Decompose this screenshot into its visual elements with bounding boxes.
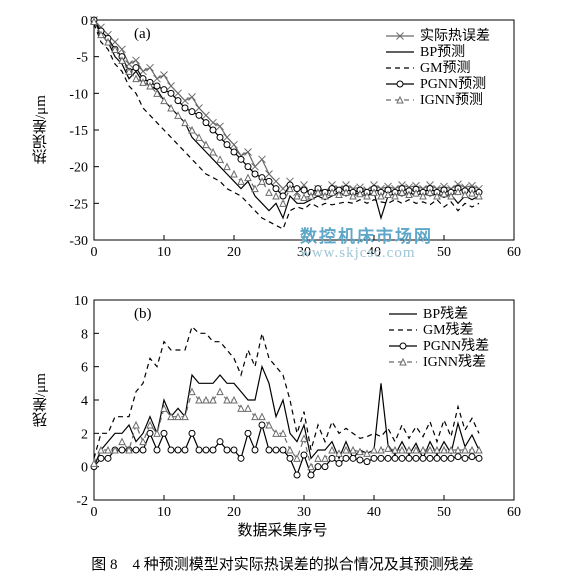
svg-text:PGNN残差: PGNN残差 <box>423 338 489 354</box>
panel-a-chart: 0 10 20 30 40 50 60 -30 -25 -20 -15 -10 -5 0 (a) 实际热误差B… <box>0 0 565 260</box>
svg-text:40: 40 <box>367 505 381 520</box>
svg-text:(b): (b) <box>134 306 152 322</box>
svg-text:6: 6 <box>81 361 88 376</box>
svg-text:-2: -2 <box>76 494 88 509</box>
svg-text:BP残差: BP残差 <box>423 306 468 322</box>
svg-text:10: 10 <box>157 245 171 260</box>
x-axis-label: 数据采集序号 <box>0 519 565 540</box>
figure-container: 热误差/μm 0102030405060-30-25-20-15-10-50(a… <box>0 0 565 588</box>
svg-text:20: 20 <box>227 505 241 520</box>
svg-text:-25: -25 <box>69 197 88 212</box>
svg-text:50: 50 <box>437 505 451 520</box>
svg-text:10: 10 <box>157 505 171 520</box>
svg-text:60: 60 <box>507 245 521 260</box>
svg-text:4: 4 <box>81 394 88 409</box>
svg-text:-5: -5 <box>76 51 88 66</box>
svg-text:PGNN预测: PGNN预测 <box>420 76 486 92</box>
svg-text:30: 30 <box>297 505 311 520</box>
svg-text:50: 50 <box>437 245 451 260</box>
svg-text:(a): (a) <box>134 26 151 42</box>
svg-text:30: 30 <box>297 245 311 260</box>
svg-text:BP预测: BP预测 <box>420 44 465 60</box>
svg-text:-10: -10 <box>69 87 88 102</box>
figure-caption: 图 8 4 种预测模型对实际热误差的拟合情况及其预测残差 <box>0 553 565 574</box>
svg-text:8: 8 <box>81 327 88 342</box>
svg-text:40: 40 <box>367 245 381 260</box>
svg-text:60: 60 <box>507 505 521 520</box>
svg-text:10: 10 <box>74 294 88 309</box>
svg-text:GM残差: GM残差 <box>423 322 474 338</box>
svg-text:IGNN预测: IGNN预测 <box>420 92 483 108</box>
svg-text:0: 0 <box>81 461 88 476</box>
svg-text:-15: -15 <box>69 124 88 139</box>
svg-text:20: 20 <box>227 245 241 260</box>
svg-text:2: 2 <box>81 427 88 442</box>
svg-text:-30: -30 <box>69 234 88 249</box>
panel-b-chart: 0102030405060-20246810(b)BP残差GM残差PGNN残差I… <box>0 280 565 530</box>
svg-text:实际热误差: 实际热误差 <box>420 28 490 44</box>
svg-text:0: 0 <box>81 14 88 29</box>
svg-text:0: 0 <box>91 505 98 520</box>
svg-text:-20: -20 <box>69 161 88 176</box>
svg-text:GM预测: GM预测 <box>420 60 471 76</box>
svg-text:IGNN残差: IGNN残差 <box>423 354 486 370</box>
svg-text:0: 0 <box>91 245 98 260</box>
